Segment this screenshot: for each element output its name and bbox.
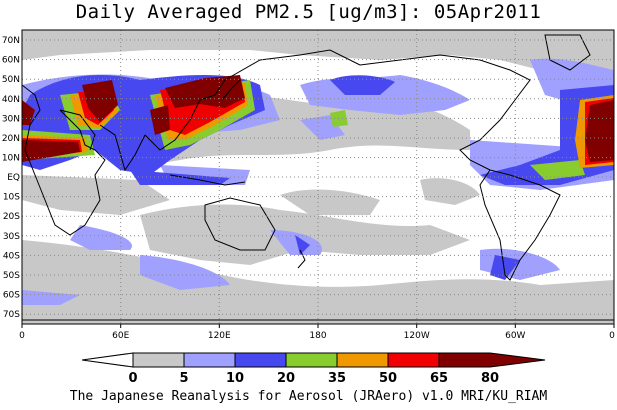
longitude-labels: 0 60E 120E 180 120W 60W 0 [19, 331, 615, 341]
colorbar-label: 10 [226, 371, 244, 386]
lat-label: 10S [3, 193, 20, 203]
lat-label: 60S [3, 291, 20, 301]
colorbar-label: 0 [128, 371, 137, 386]
tick-marks [21, 324, 615, 328]
coastlines [22, 34, 614, 321]
colorbar-label: 5 [179, 371, 188, 386]
lon-label: 180 [309, 331, 326, 341]
colorbar-label: 35 [328, 371, 346, 386]
colorbar [81, 352, 546, 368]
latitude-labels: 70N 60N 50N 40N 30N 20N 10N EQ 10S 20S 3… [2, 36, 20, 320]
colorbar-label: 50 [379, 371, 397, 386]
colorbar-segment [285, 352, 338, 368]
lon-label: 120W [404, 331, 430, 341]
lat-label: 50S [3, 271, 20, 281]
colorbar-segment [81, 352, 134, 368]
lon-label: 60E [112, 331, 129, 341]
colorbar-segment [183, 352, 236, 368]
colorbar-label: 80 [481, 371, 499, 386]
colorbar-labels: 0 5 10 20 35 50 65 80 [128, 371, 499, 386]
lat-label: 50N [2, 75, 20, 85]
lat-label: 70N [2, 36, 20, 46]
level-80-plus-area [22, 75, 614, 162]
colorbar-segment [234, 352, 287, 368]
colorbar-segment [336, 352, 389, 368]
gridlines [22, 30, 614, 324]
lat-label: 70S [3, 310, 20, 320]
lon-label: 120E [208, 331, 231, 341]
lat-label: 30S [3, 232, 20, 242]
lat-label: 40N [2, 95, 20, 105]
lat-label: 40S [3, 251, 20, 261]
colorbar-label: 20 [277, 371, 295, 386]
lat-label: 20N [2, 134, 20, 144]
lat-label: 60N [2, 56, 20, 66]
colorbar-segment [438, 352, 546, 368]
colorbar-segment [132, 352, 185, 368]
lat-label: EQ [7, 173, 20, 183]
lon-label: 0 [19, 331, 25, 341]
colorbar-label: 65 [430, 371, 448, 386]
lon-label: 0 [609, 331, 615, 341]
colorbar-segment [387, 352, 440, 368]
lon-label: 60W [505, 331, 525, 341]
lat-label: 10N [2, 154, 20, 164]
map-title: Daily Averaged PM2.5 [ug/m3]: 05Apr2011 [75, 1, 542, 23]
footer-credit: The Japanese Reanalysis for Aerosol (JRA… [69, 389, 548, 404]
lat-label: 30N [2, 114, 20, 124]
lat-label: 20S [3, 212, 20, 222]
